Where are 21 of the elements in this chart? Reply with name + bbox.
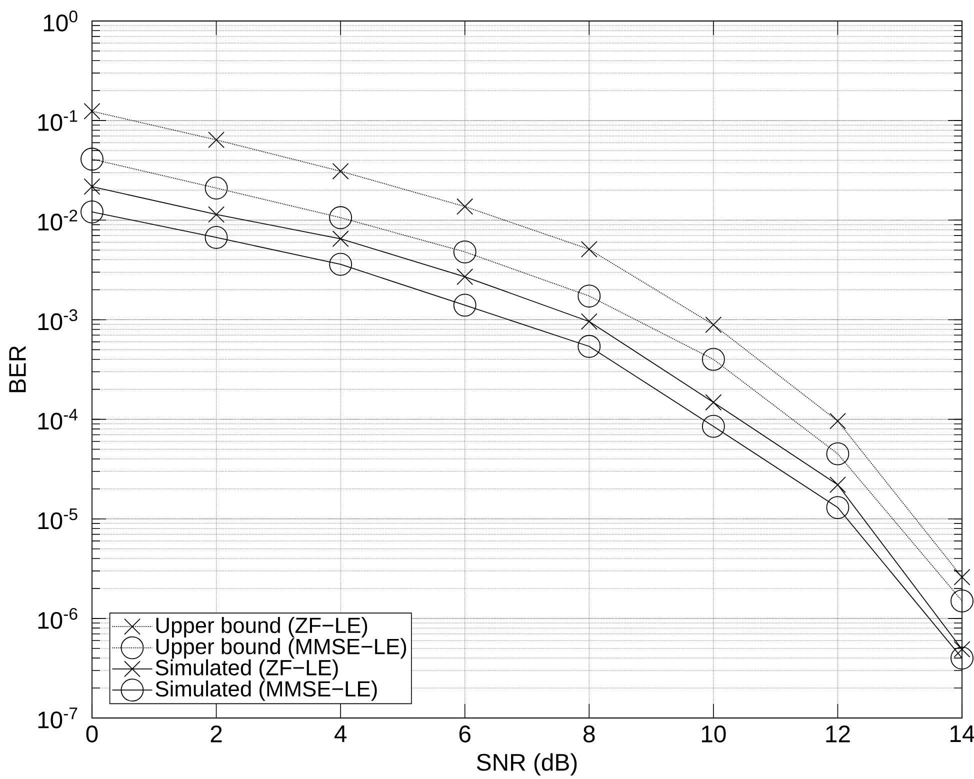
y-tick-label: 10$^{-3}$ — [38, 309, 78, 330]
x-tick-label: 10 — [702, 726, 726, 742]
legend-label: Simulated (ZF−LE) — [156, 659, 338, 680]
y-tick-label: 10$^{-6}$ — [38, 608, 78, 629]
y-tick-label: 10$^{0}$ — [44, 10, 78, 32]
legend-label: Upper bound (MMSE−LE) — [156, 638, 406, 659]
x-tick-label: 2 — [210, 726, 222, 742]
x-tick-label: 4 — [334, 726, 347, 742]
x-tick-label: 8 — [584, 726, 595, 742]
legend-label: Upper bound (ZF−LE) — [156, 617, 368, 638]
y-tick-label: 10$^{-5}$ — [38, 508, 78, 530]
x-tick-label: 0 — [86, 726, 98, 742]
y-axis-title: BER — [9, 346, 26, 392]
legend-label: Simulated (MMSE−LE) — [156, 680, 377, 701]
x-tick-label: 6 — [459, 726, 470, 742]
y-tick-label: 10$^{-2}$ — [38, 210, 78, 231]
y-tick-label: 10$^{-1}$ — [38, 110, 78, 131]
x-tick-label: 12 — [826, 726, 850, 742]
x-axis-title: SNR (dB) — [476, 753, 577, 776]
y-tick-label: 10$^{-4}$ — [38, 408, 78, 430]
y-tick-label: 10$^{-7}$ — [38, 708, 78, 728]
